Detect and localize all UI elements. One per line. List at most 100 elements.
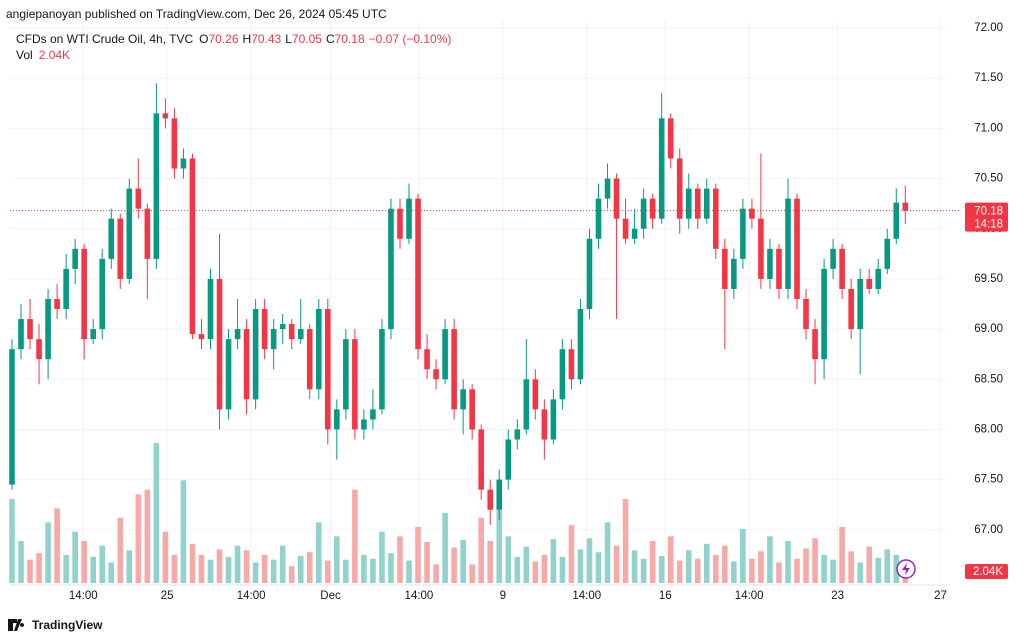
- volume-bar: [126, 550, 133, 583]
- close-value: 70.18: [335, 32, 365, 46]
- candle-body: [631, 228, 638, 239]
- ohlc-label: H: [243, 32, 252, 46]
- volume-bar: [622, 499, 629, 583]
- candle-body: [225, 339, 232, 410]
- y-tick-label: 68.00: [974, 423, 1003, 435]
- candle-body: [18, 319, 24, 350]
- candle-body: [478, 429, 484, 490]
- volume-bar: [153, 443, 160, 583]
- price-tag: [965, 202, 1008, 232]
- volume-bar: [117, 517, 124, 583]
- x-tick-label: 9: [500, 590, 506, 602]
- y-tick-label: 71.00: [974, 122, 1003, 134]
- volume-bar: [81, 541, 87, 583]
- volume-bar: [740, 528, 746, 583]
- y-tick-label: 67.00: [974, 524, 1003, 536]
- y-tick-label: 72.00: [974, 22, 1003, 34]
- candle-body: [749, 208, 755, 219]
- volume-bar: [848, 551, 854, 583]
- volume-bar: [135, 494, 142, 583]
- candle-body: [595, 198, 602, 239]
- candle-body: [866, 278, 873, 289]
- candle-body: [514, 429, 521, 440]
- volume-bar: [189, 543, 196, 583]
- candle-body: [722, 248, 728, 289]
- candle-body: [902, 202, 909, 211]
- volume-bar: [866, 546, 873, 583]
- volume-bar: [830, 559, 836, 583]
- volume-bar: [90, 556, 96, 583]
- candle-body: [803, 298, 809, 330]
- volume-bar: [442, 513, 448, 583]
- brand: TradingView: [32, 618, 103, 632]
- volume-bar: [162, 531, 169, 583]
- volume-bar: [370, 558, 376, 583]
- volume-bar: [433, 564, 439, 583]
- lightning-icon[interactable]: [896, 559, 916, 579]
- volume-bar: [541, 555, 548, 583]
- volume-bar: [613, 545, 620, 583]
- volume-bar: [577, 549, 584, 583]
- volume-bar: [586, 538, 593, 583]
- volume-bar: [9, 499, 15, 583]
- y-tick-label: 68.50: [974, 373, 1003, 385]
- candle-body: [153, 113, 160, 259]
- volume-bar: [198, 555, 205, 583]
- volume-bar: [108, 562, 115, 583]
- candle-body: [162, 113, 169, 119]
- volume-bar: [352, 489, 358, 583]
- candle-body: [613, 178, 620, 219]
- volume-bar: [207, 559, 214, 583]
- y-tick-label: 69.00: [974, 323, 1003, 335]
- candle-body: [9, 349, 15, 485]
- x-tick-label: 16: [659, 590, 672, 602]
- candle-body: [857, 278, 863, 330]
- candle-body: [469, 389, 475, 430]
- volume-bar: [469, 564, 475, 583]
- candle-body: [830, 248, 836, 269]
- candle-body: [99, 258, 106, 330]
- x-tick-label: 23: [831, 590, 844, 602]
- logo-icon: [8, 619, 25, 631]
- candle-body: [523, 379, 530, 430]
- candle-body: [270, 329, 277, 350]
- volume-bar: [803, 548, 809, 583]
- open-value: 70.26: [209, 32, 239, 46]
- publish-header: angiepanoyan published on TradingView.co…: [6, 7, 387, 21]
- volume-bar: [72, 531, 78, 583]
- ohlc-label: L: [285, 32, 292, 46]
- volume-bar: [180, 480, 187, 583]
- candle-body: [388, 208, 394, 330]
- candle-body: [72, 248, 78, 269]
- volume-bar: [857, 562, 863, 583]
- y-tick-label: 69.50: [974, 273, 1003, 285]
- candle-body: [532, 379, 539, 410]
- overlay-layer: 67.0067.5068.0068.5069.0069.5070.0070.50…: [10, 22, 1008, 602]
- icon-bolt: [902, 563, 910, 575]
- candle-body: [740, 208, 746, 259]
- high-value: 70.43: [251, 32, 281, 46]
- candle-body: [370, 409, 376, 420]
- volume-bar: [415, 527, 421, 583]
- volume-bar: [658, 555, 665, 583]
- candle-body: [622, 218, 629, 239]
- candle-body: [135, 188, 142, 209]
- candle-body: [821, 268, 827, 360]
- volume-bar: [812, 538, 818, 583]
- y-tick-label: 67.50: [974, 474, 1003, 486]
- volume-bar: [631, 550, 638, 583]
- candle-body: [198, 334, 205, 340]
- ohlc-label: O: [199, 32, 208, 46]
- candle-body: [658, 118, 665, 219]
- volume-bar: [478, 517, 484, 583]
- candle-body: [63, 268, 69, 310]
- candle-body: [379, 329, 385, 410]
- volume-bar: [54, 508, 60, 583]
- candle-body: [243, 329, 250, 400]
- volume-bar: [216, 549, 223, 583]
- x-tick-label: 14:00: [237, 590, 266, 602]
- candle-body: [839, 248, 845, 289]
- volume-tag: [965, 563, 1008, 579]
- volume-bar: [99, 545, 106, 583]
- volume-bar: [595, 552, 602, 583]
